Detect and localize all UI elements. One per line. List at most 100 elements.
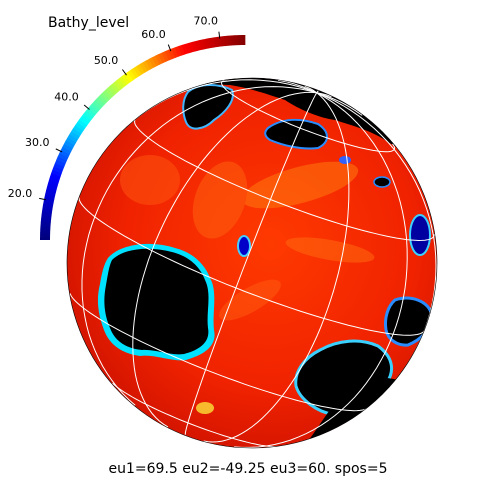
- colorbar-segment: [148, 57, 157, 68]
- colorbar-segment: [43, 200, 54, 207]
- colorbar-segment: [124, 71, 134, 83]
- graticule-line: [203, 92, 350, 443]
- colorbar-segment: [57, 153, 69, 161]
- colorbar-segment: [107, 85, 118, 96]
- colorbar-segment: [115, 78, 126, 89]
- colorbar-segment: [178, 44, 186, 56]
- colorbar-segment: [121, 73, 131, 85]
- colorbar-segment: [46, 183, 58, 190]
- colorbar-segment: [62, 143, 73, 152]
- colorbar-segment: [60, 146, 72, 155]
- colorbar-segment: [168, 48, 176, 60]
- colorbar-segment: [133, 65, 142, 77]
- colorbar-segment: [155, 54, 163, 65]
- colorbar-segment: [71, 128, 82, 137]
- colorbar-segment: [87, 105, 99, 115]
- colorbar-segment: [40, 218, 52, 224]
- graticule-line: [316, 92, 332, 98]
- colorbar-segment: [40, 236, 51, 240]
- colorbar-segment: [241, 35, 246, 46]
- colorbar-segment: [40, 221, 51, 227]
- colorbar-segment: [97, 94, 108, 105]
- colorbar-segment: [237, 35, 242, 46]
- colorbar-segment: [161, 51, 170, 62]
- colorbar-segment: [234, 35, 239, 46]
- shallow-shelf-patches: [120, 155, 375, 321]
- colorbar-segment: [95, 97, 105, 108]
- colorbar-segment: [195, 40, 202, 51]
- colorbar-segment: [52, 166, 64, 174]
- colorbar-segment: [44, 193, 56, 200]
- colorbar-segment: [63, 140, 75, 149]
- colorbar-segment: [85, 107, 96, 118]
- colorbar-segment: [54, 159, 66, 167]
- colorbar-segment: [45, 190, 56, 197]
- colorbar-tick: [218, 31, 221, 39]
- colorbar-segment: [185, 42, 192, 54]
- colorbar-tick-label: 30.0: [25, 136, 50, 149]
- colorbar-segment: [139, 62, 148, 73]
- colorbar-segment: [102, 89, 113, 100]
- colorbar-segment: [142, 60, 151, 72]
- colorbar-segment: [50, 172, 61, 180]
- colorbar-segment: [164, 49, 173, 61]
- colorbar-segment: [151, 55, 160, 67]
- colorbar-segment: [90, 102, 101, 113]
- graticule-line: [233, 92, 408, 448]
- colorbar-segment: [171, 47, 179, 58]
- colorbar-segment: [92, 99, 103, 110]
- colorbar-segment: [46, 186, 57, 193]
- colorbar-segment: [181, 43, 189, 55]
- graticule-line: [184, 92, 318, 435]
- colorbar-tick-label: 20.0: [8, 187, 33, 200]
- colorbar-tick: [122, 69, 127, 76]
- colorbar-tick-label: 40.0: [54, 91, 79, 104]
- graticule-line: [81, 86, 317, 406]
- colorbar-tick-label: 70.0: [194, 15, 219, 28]
- colorbar-segment: [113, 80, 123, 91]
- graticule-line: [316, 90, 319, 94]
- colorbar-segment: [174, 46, 182, 57]
- graticule-line: [69, 293, 367, 412]
- colorbar-segment: [198, 39, 205, 50]
- colorbar-segment: [220, 36, 225, 47]
- graticule-line: [132, 91, 317, 428]
- colorbar-tick: [83, 104, 90, 110]
- small-islands: [196, 156, 431, 414]
- colorbar-segment: [158, 52, 166, 64]
- colorbar-tick-label: 50.0: [94, 54, 119, 67]
- colorbar-segment: [216, 36, 222, 47]
- colorbar: 20.0 30.0 40.0 50.0 60.0 70.0: [8, 15, 246, 240]
- colorbar-segment: [100, 92, 110, 103]
- colorbar-segment: [40, 225, 51, 230]
- colorbar-segment: [47, 179, 59, 187]
- colorbar-segment: [56, 156, 67, 164]
- graticule-line: [316, 92, 363, 116]
- graticule-line: [221, 79, 396, 153]
- colorbar-tick: [167, 44, 172, 52]
- colorbar-segment: [53, 162, 65, 171]
- colorbar-segment: [81, 113, 92, 123]
- colorbar-tick: [55, 148, 63, 153]
- colorbar-segment: [110, 82, 120, 93]
- globe-outline: [66, 77, 438, 449]
- variable-title: Bathy_level: [48, 15, 130, 31]
- projection-caption: eu1=69.5 eu2=-49.25 eu3=60. spos=5: [108, 461, 388, 477]
- colorbar-tick-label: 60.0: [141, 28, 166, 41]
- graticule-line: [78, 196, 425, 336]
- colorbar-segment: [223, 35, 229, 47]
- colorbar-segment: [227, 35, 232, 46]
- colorbar-segment: [69, 131, 80, 140]
- colorbar-segment: [136, 64, 145, 75]
- colorbar-segment: [83, 110, 94, 120]
- colorbar-segment: [118, 76, 128, 87]
- graticule-line: [112, 382, 276, 447]
- colorbar-segment: [67, 134, 79, 143]
- colorbar-segment: [77, 119, 88, 129]
- colorbar-tick: [39, 197, 47, 201]
- colorbar-segment: [188, 41, 195, 53]
- colorbar-segment: [75, 122, 86, 131]
- land-antarctica: [97, 243, 215, 361]
